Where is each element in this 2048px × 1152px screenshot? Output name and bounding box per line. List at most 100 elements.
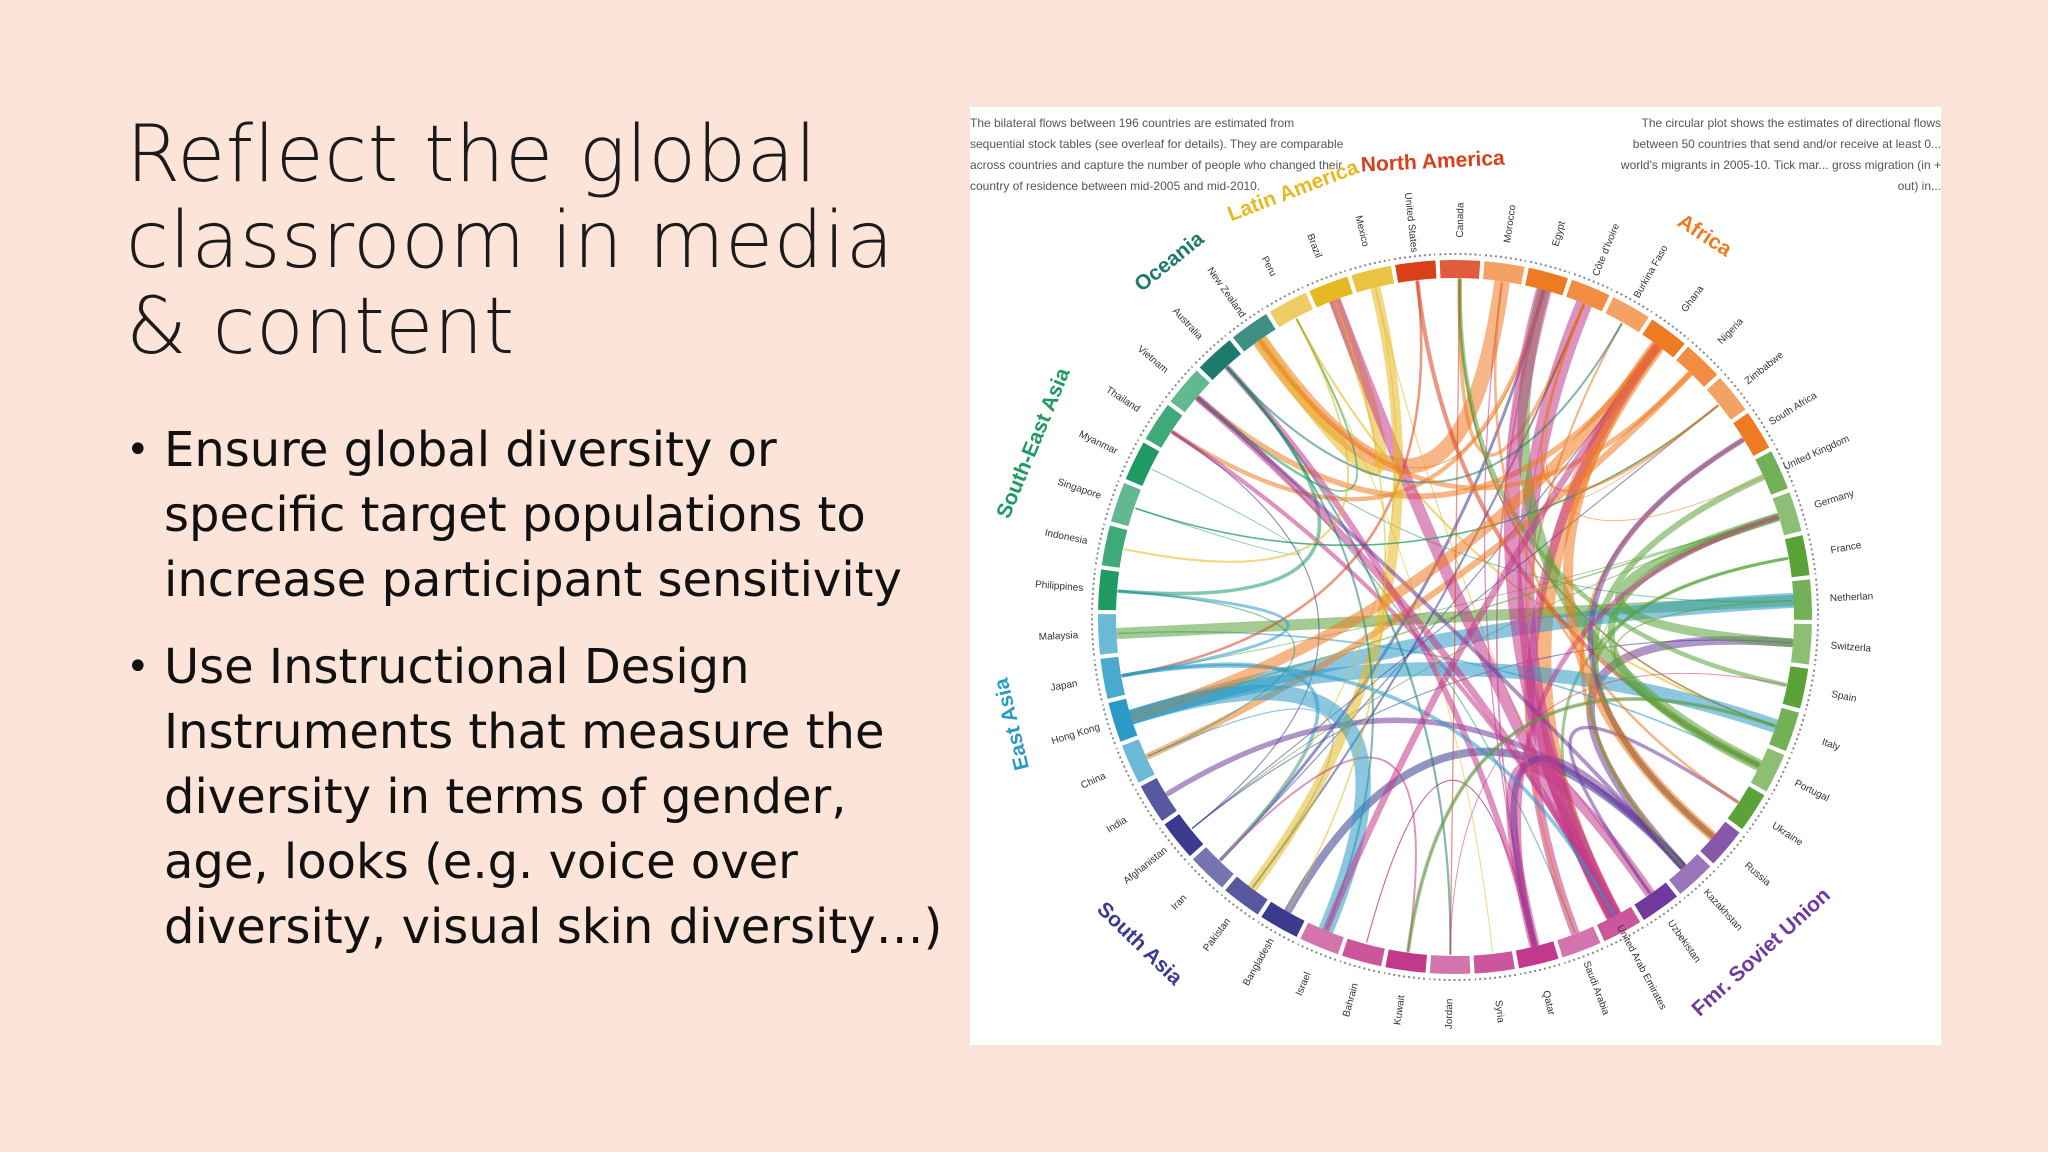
country-label: Italy: [1820, 737, 1841, 753]
country-label: Zimbabwe: [1743, 349, 1786, 387]
country-arc: [1439, 260, 1481, 279]
country-label: Morocco: [1502, 204, 1518, 244]
country-label: Ghana: [1680, 284, 1707, 315]
country-arc: [1473, 951, 1515, 974]
tick-band: [1187, 862, 1219, 893]
country-arc: [1733, 412, 1770, 457]
country-label: Syria: [1492, 1000, 1506, 1024]
flow-ribbon: [1258, 339, 1692, 491]
tick-band: [1615, 290, 1653, 313]
country-arc: [1098, 569, 1120, 611]
flow-ribbon: [1127, 341, 1663, 723]
country-arc: [1309, 276, 1353, 308]
country-label: New Zealand: [1205, 265, 1248, 319]
country-arc: [1101, 525, 1128, 568]
flow-ribbon: [1493, 281, 1739, 803]
country-label: Indonesia: [1044, 528, 1089, 548]
country-label: Germany: [1813, 488, 1856, 511]
tick-band: [1683, 870, 1716, 900]
country-label: Egypt: [1551, 220, 1568, 248]
tick-band: [1813, 624, 1819, 666]
country-label: China: [1079, 771, 1108, 792]
country-label: Kazakhstan: [1701, 887, 1744, 933]
country-arc: [1225, 876, 1268, 915]
tick-band: [1091, 614, 1096, 656]
country-arc: [1108, 698, 1138, 742]
country-arc: [1642, 319, 1685, 358]
country-label: Japan: [1050, 678, 1079, 694]
country-label: Thailand: [1104, 385, 1142, 415]
country-arc: [1566, 279, 1610, 312]
country-label: Israel: [1294, 971, 1313, 998]
tick-band: [1101, 704, 1116, 745]
tick-band: [1746, 797, 1771, 834]
country-label: Vietnam: [1135, 344, 1170, 376]
country-arcs: [1091, 253, 1819, 981]
country-arc: [1385, 949, 1427, 973]
country-label: Qatar: [1540, 989, 1557, 1017]
tick-band: [1383, 972, 1426, 980]
flow-ribbon: [1197, 398, 1793, 603]
tick-band: [1266, 286, 1304, 308]
country-label: India: [1105, 815, 1130, 836]
country-arc: [1232, 314, 1276, 352]
tick-band: [1752, 408, 1776, 446]
country-label: Saudi Arabia: [1581, 960, 1612, 1017]
country-arc: [1098, 614, 1118, 655]
flow-ribbon: [1545, 304, 1763, 522]
flow-ribbon: [1226, 322, 1623, 484]
tick-band: [1474, 973, 1517, 981]
country-arc: [1784, 535, 1810, 578]
country-label: Nigeria: [1716, 316, 1746, 347]
tick-band: [1093, 659, 1103, 701]
flow-ribbon: [1144, 371, 1693, 760]
country-arc: [1341, 938, 1385, 967]
tick-band: [1091, 568, 1097, 610]
flow-ribbon: [1219, 756, 1417, 952]
country-arc: [1525, 267, 1569, 296]
region-label: Latin America: [1224, 155, 1362, 226]
country-arc: [1192, 847, 1234, 888]
flow-ribbon: [1123, 318, 1350, 563]
flow-ribbon: [1415, 280, 1760, 767]
tick-band: [1104, 480, 1120, 520]
country-labels: United States Canada Morocco Egypt Côte d'Iv…: [1035, 192, 1874, 1029]
bullet-item: • Use Instructional Design Instruments t…: [126, 635, 966, 960]
country-arc: [1605, 297, 1649, 333]
country-label: Afghanistan: [1122, 845, 1170, 887]
country-label: Philippines: [1035, 579, 1084, 594]
tick-band: [1790, 714, 1806, 754]
country-arc: [1596, 906, 1641, 942]
region-label: South-East Asia: [992, 364, 1074, 521]
flow-ribbon: [1562, 342, 1717, 841]
flow-ribbon: [1568, 725, 1739, 895]
flow-ribbon: [1125, 684, 1371, 937]
country-label: Australia: [1170, 306, 1205, 342]
tick-band: [1564, 947, 1604, 965]
chord-diagram: United States Canada Morocco Egypt Côte d'Iv…: [990, 147, 1874, 1030]
country-arc: [1122, 739, 1155, 783]
tick-band: [1094, 523, 1106, 565]
region-label: South Asia: [1092, 898, 1187, 990]
flow-ribbon: [1224, 365, 1538, 948]
flow-ribbon: [1172, 431, 1320, 829]
tick-band: [1775, 448, 1795, 487]
tick-band: [1716, 835, 1746, 869]
tick-band: [1228, 308, 1264, 334]
country-arc: [1199, 340, 1241, 381]
country-arc: [1125, 442, 1160, 486]
flow-ribbon: [1449, 279, 1461, 955]
country-label: Côte d'Ivoire: [1591, 222, 1623, 278]
country-label: Russia: [1742, 860, 1773, 888]
tick-band: [1439, 253, 1481, 256]
flow-ribbon: [1295, 318, 1776, 727]
bullet-text: Ensure global diversity or specific targ…: [164, 422, 902, 608]
country-label: Bangladesh: [1241, 937, 1277, 988]
country-arc: [1164, 814, 1204, 857]
country-arc: [1790, 623, 1812, 665]
tick-band: [1794, 489, 1809, 530]
country-label: Portugal: [1793, 778, 1831, 804]
tick-band: [1519, 963, 1561, 976]
tick-band: [1257, 921, 1295, 944]
flow-ribbon: [1121, 664, 1616, 917]
